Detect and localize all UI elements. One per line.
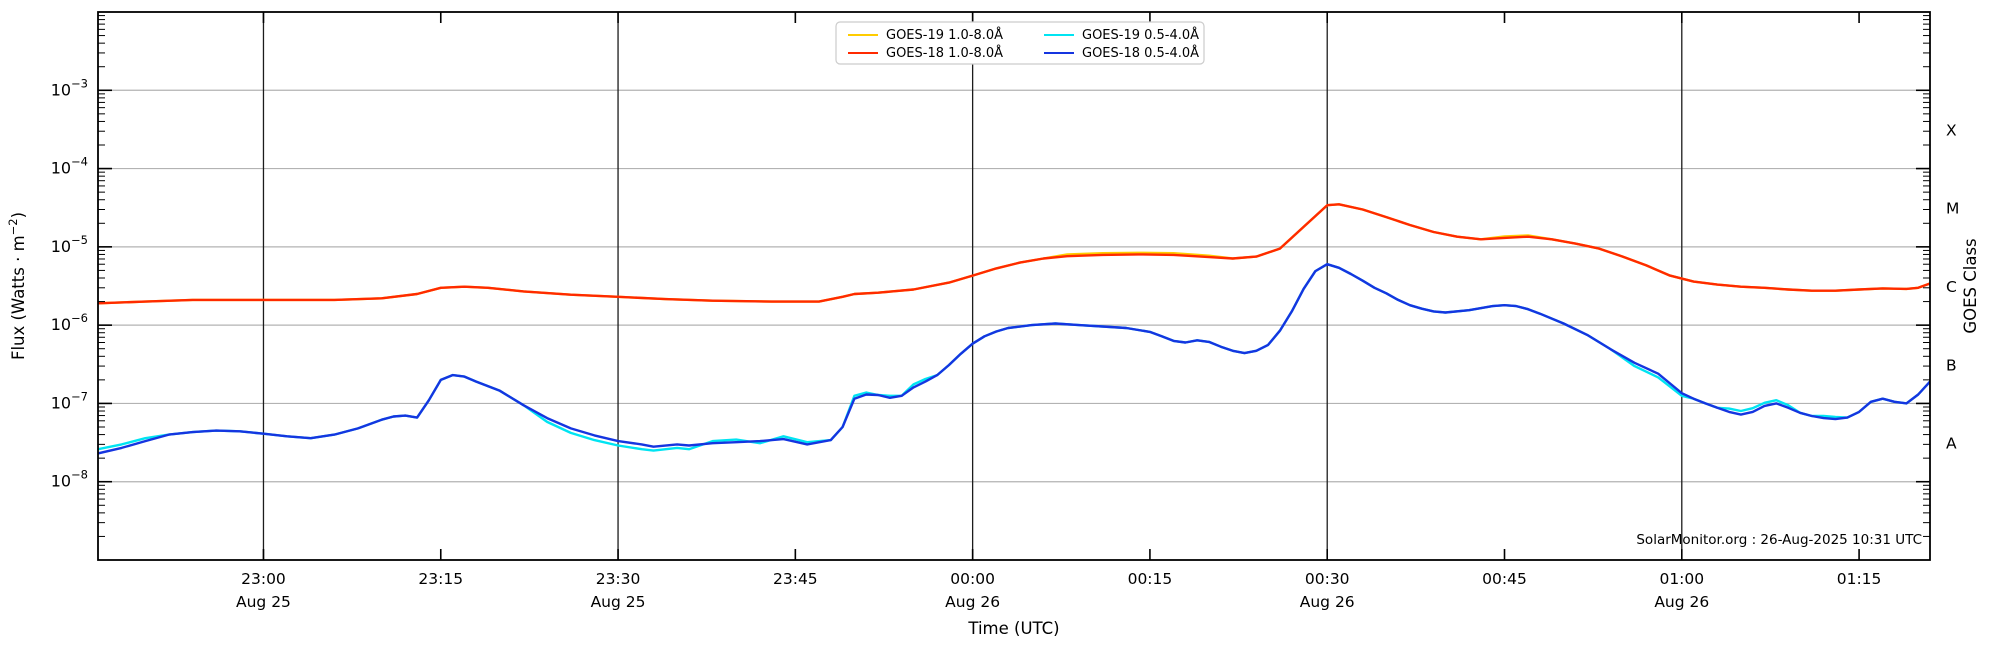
x-tick-label: 01:15: [1837, 570, 1882, 588]
goes-class-label-C: C: [1946, 278, 1957, 296]
legend-box: [835, 21, 1205, 65]
y-tick-label: 10−4: [51, 155, 88, 178]
x-tick-date-label: Aug 25: [236, 593, 291, 611]
x-tick-label: 00:45: [1482, 570, 1527, 588]
goes-class-label-X: X: [1946, 121, 1957, 139]
x-tick-label: 23:15: [418, 570, 463, 588]
flux-curve-goes-18-0.5-4.0-: [98, 263, 1930, 455]
legend-label: GOES-19 0.5-4.0Å: [1082, 27, 1199, 43]
x-tick-date-label: Aug 25: [591, 593, 646, 611]
goes-class-label-B: B: [1946, 356, 1957, 374]
goes-class-label-M: M: [1946, 200, 1959, 218]
x-tick-label: 00:00: [950, 570, 995, 588]
flux-curves: [98, 203, 1930, 455]
x-tick-date-label: Aug 26: [1300, 593, 1355, 611]
x-axis-title: Time (UTC): [967, 619, 1059, 638]
x-tick-label: 00:30: [1305, 570, 1350, 588]
y-tick-label: 10−3: [51, 76, 88, 99]
x-tick-label: 23:00: [241, 570, 286, 588]
x-tick-label: 23:30: [596, 570, 641, 588]
solarmonitor-credit-text: SolarMonitor.org : 26-Aug-2025 10:31 UTC: [1636, 532, 1922, 548]
x-tick-label: 01:00: [1659, 570, 1704, 588]
y-tick-label: 10−6: [51, 311, 88, 334]
x-tick-label: 23:45: [773, 570, 818, 588]
flux-curve-goes-18-1.0-8.0-: [98, 203, 1930, 305]
x-tick-label: 00:15: [1128, 570, 1173, 588]
legend-label: GOES-18 0.5-4.0Å: [1082, 45, 1199, 61]
y-axis-title-goes-class: GOES Class: [1961, 238, 1980, 333]
x-tick-date-label: Aug 26: [945, 593, 1000, 611]
goes-class-label-A: A: [1946, 435, 1957, 453]
y-tick-label: 10−8: [51, 468, 88, 491]
legend-label: GOES-19 1.0-8.0Å: [886, 27, 1003, 43]
y-axis-title-flux: Flux (Watts · m−2): [6, 212, 28, 360]
x-tick-date-label: Aug 26: [1654, 593, 1709, 611]
y-tick-label: 10−7: [51, 389, 88, 412]
y-tick-label: 10−5: [51, 233, 88, 256]
legend-label: GOES-18 1.0-8.0Å: [886, 45, 1003, 61]
plot-border: [97, 11, 1931, 561]
